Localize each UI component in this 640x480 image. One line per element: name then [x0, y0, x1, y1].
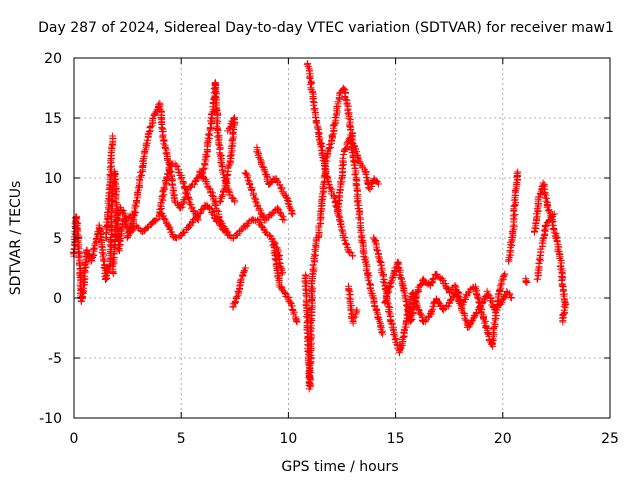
x-tick-label: 10 [279, 431, 297, 447]
y-tick-label: 0 [53, 291, 62, 307]
y-tick-label: -10 [39, 411, 62, 427]
y-tick-label: 10 [44, 171, 62, 187]
y-axis-label: SDTVAR / TECUs [8, 181, 24, 296]
x-tick-label: 0 [70, 431, 79, 447]
x-tick-label: 15 [387, 431, 405, 447]
x-tick-label: 20 [494, 431, 512, 447]
axis-ticks: 0 5 10 15 20 25 -10 -5 0 5 10 15 20 [39, 51, 619, 447]
y-tick-label: 5 [53, 231, 62, 247]
grid-lines [74, 58, 610, 418]
x-tick-label: 25 [601, 431, 619, 447]
chart-title: Day 287 of 2024, Sidereal Day-to-day VTE… [38, 20, 614, 36]
y-tick-label: 20 [44, 51, 62, 67]
data-series-sdtvar [70, 60, 570, 393]
x-tick-label: 5 [177, 431, 186, 447]
x-axis-label: GPS time / hours [281, 459, 398, 475]
y-tick-label: -5 [48, 351, 62, 367]
y-tick-label: 15 [44, 111, 62, 127]
sdtvar-point-markers [70, 60, 570, 393]
